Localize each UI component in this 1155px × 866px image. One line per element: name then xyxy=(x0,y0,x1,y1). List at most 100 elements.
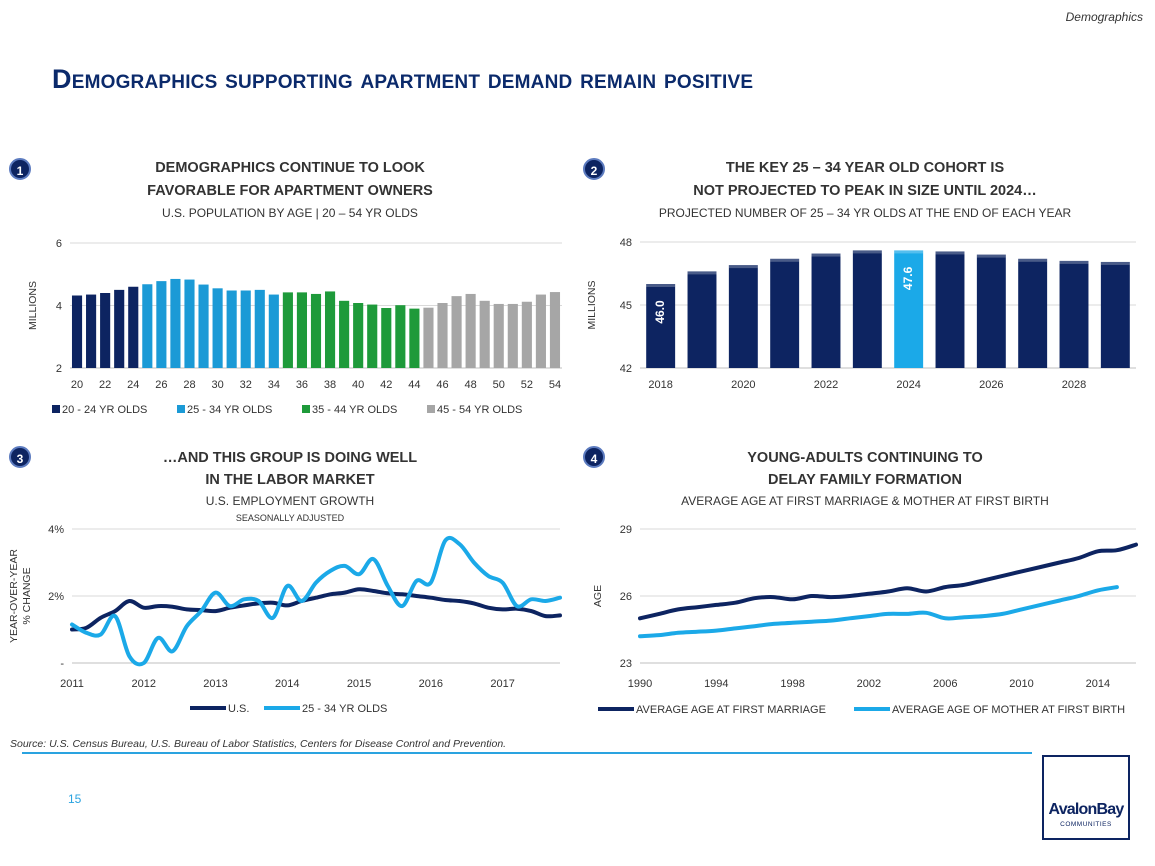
bar xyxy=(156,281,167,368)
y-axis-title: AGE xyxy=(592,585,604,607)
legend-label: 35 - 44 YR OLDS xyxy=(312,404,397,416)
x-tick-label: 1990 xyxy=(628,678,652,690)
x-tick-label: 2026 xyxy=(979,379,1003,391)
bar xyxy=(170,278,181,368)
x-tick-label: 20 xyxy=(71,379,83,391)
bar xyxy=(128,286,139,368)
legend-swatch xyxy=(302,405,310,413)
bar-sheen xyxy=(1100,261,1130,265)
legend-label: 25 - 34 YR OLDS xyxy=(187,404,272,416)
y-axis-title-line2: % CHANGE xyxy=(21,567,33,624)
bar xyxy=(935,251,965,368)
x-tick-label: 2016 xyxy=(419,678,443,690)
chart-employment-growth: - 2% 4% 2011 2012 2013 2014 2015 2016 2017 U.S. 25 … xyxy=(8,524,562,715)
bar xyxy=(310,293,322,368)
chart-family-formation: 23 26 29 1990 1994 1998 2002 2006 2010 2014 AVERAG… xyxy=(592,524,1138,716)
bar xyxy=(86,294,97,368)
bar-sheen xyxy=(894,250,924,254)
panel-3-badge: 3 xyxy=(9,446,31,468)
bar xyxy=(687,271,717,368)
bar-highlight xyxy=(894,250,924,368)
bar-sheen xyxy=(770,258,800,262)
y-tick-label: 48 xyxy=(620,237,632,249)
bar xyxy=(549,292,561,368)
series-line-1 xyxy=(638,585,1119,639)
panel-3-subtitle2: SEASONALLY ADJUSTED xyxy=(235,513,345,523)
bar xyxy=(493,303,504,368)
bar xyxy=(852,250,882,368)
legend-label: 25 - 34 YR OLDS xyxy=(302,703,387,715)
panel-2-subtitle: PROJECTED NUMBER OF 25 – 34 YR OLDS AT T… xyxy=(658,206,1072,220)
panel-3-title-line1: …AND THIS GROUP IS DOING WELL xyxy=(162,450,418,466)
bar xyxy=(240,290,251,368)
panel-1-subtitle: U.S. POPULATION BY AGE | 20 – 54 YR OLDS xyxy=(162,206,418,220)
panel-4-subtitle: AVERAGE AGE AT FIRST MARRIAGE & MOTHER A… xyxy=(681,494,1049,508)
bar-sheen xyxy=(646,284,676,287)
source-note: Source: U.S. Census Bureau, U.S. Bureau … xyxy=(10,738,507,750)
x-tick-label: 36 xyxy=(296,379,308,391)
x-tick-label: 2015 xyxy=(347,678,371,690)
page-title: Demographics supporting apartment demand… xyxy=(52,64,754,94)
panel-4-title-line2: DELAY FAMILY FORMATION xyxy=(768,472,962,488)
x-tick-label: 22 xyxy=(99,379,111,391)
y-tick-label: 4% xyxy=(48,524,64,536)
y-tick-label: - xyxy=(60,658,64,670)
x-tick-label: 2012 xyxy=(132,678,156,690)
x-tick-label: 30 xyxy=(211,379,223,391)
bar xyxy=(339,300,350,368)
x-tick-label: 2014 xyxy=(275,678,299,690)
logo-subtitle: COMMUNITIES xyxy=(1060,821,1112,828)
page-number: 15 xyxy=(68,792,82,806)
panel-1-title-line1: DEMOGRAPHICS CONTINUE TO LOOK xyxy=(155,160,425,176)
bar-data-label: 47.6 xyxy=(901,266,915,290)
x-tick-label: 2018 xyxy=(648,379,672,391)
bar xyxy=(184,279,195,368)
x-tick-label: 38 xyxy=(324,379,336,391)
panel-3-title-line2: IN THE LABOR MARKET xyxy=(205,472,375,488)
bar xyxy=(811,253,841,368)
panel-1-badge: 1 xyxy=(9,158,31,180)
avalonbay-logo: AvalonBay COMMUNITIES xyxy=(1042,755,1130,840)
bar-sheen xyxy=(935,251,965,255)
y-tick-label: 6 xyxy=(56,238,62,250)
bar xyxy=(268,294,279,368)
bar xyxy=(479,300,490,368)
bar-sheen xyxy=(811,253,841,257)
series-line-0 xyxy=(638,542,1138,621)
bar-sheen xyxy=(852,250,882,254)
bar xyxy=(728,265,758,368)
bar xyxy=(976,254,1006,368)
bar-sheen xyxy=(687,271,717,275)
bar xyxy=(353,303,364,368)
bar xyxy=(507,303,518,368)
bar xyxy=(465,293,476,368)
legend-label: 45 - 54 YR OLDS xyxy=(437,404,522,416)
x-tick-label: 2010 xyxy=(1009,678,1033,690)
panel-1-title-line2: FAVORABLE FOR APARTMENT OWNERS xyxy=(147,183,433,199)
panel-2-badge: 2 xyxy=(583,158,605,180)
bar xyxy=(381,308,392,368)
x-tick-label: 2020 xyxy=(731,379,755,391)
bar-sheen xyxy=(976,254,1006,258)
bar xyxy=(409,308,420,368)
x-tick-label: 42 xyxy=(380,379,392,391)
bar xyxy=(1059,260,1089,368)
x-tick-label: 2006 xyxy=(933,678,957,690)
x-tick-label: 2002 xyxy=(857,678,881,690)
bar xyxy=(71,295,83,368)
logo-name: AvalonBay xyxy=(1048,801,1125,818)
y-tick-label: 23 xyxy=(620,658,632,670)
bar xyxy=(254,289,265,368)
legend-label: AVERAGE AGE OF MOTHER AT FIRST BIRTH xyxy=(892,704,1125,716)
bar xyxy=(282,292,293,368)
x-tick-label: 26 xyxy=(155,379,167,391)
x-tick-label: 48 xyxy=(465,379,477,391)
bar-sheen xyxy=(1059,260,1089,264)
bar xyxy=(142,284,153,368)
panel-4-badge: 4 xyxy=(583,446,605,468)
bar xyxy=(1018,258,1048,368)
x-tick-label: 2013 xyxy=(203,678,227,690)
bar xyxy=(226,290,237,368)
legend-swatch xyxy=(177,405,185,413)
panel-2-title-line1: THE KEY 25 – 34 YEAR OLD COHORT IS xyxy=(725,160,1005,176)
